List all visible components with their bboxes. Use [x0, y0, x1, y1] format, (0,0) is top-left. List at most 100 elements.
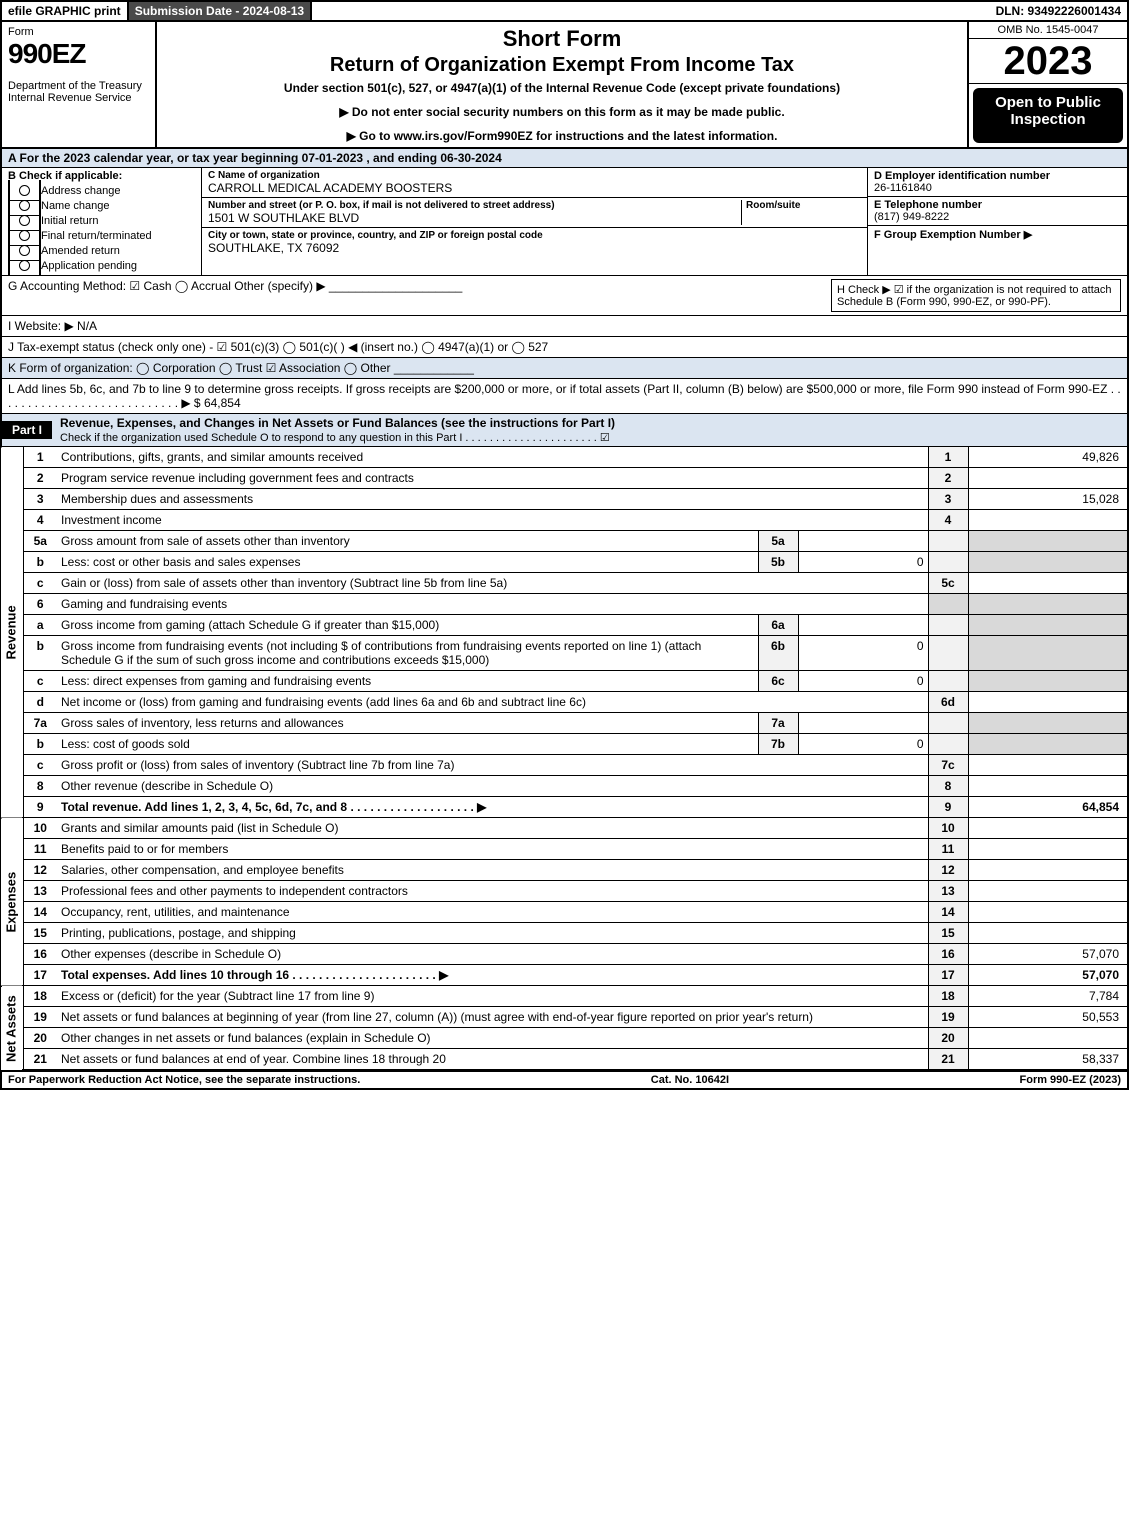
- line-description: Grants and similar amounts paid (list in…: [57, 818, 928, 839]
- form-word: Form: [8, 26, 149, 38]
- line-number: c: [23, 573, 57, 594]
- line-number: 16: [23, 944, 57, 965]
- room-label: Room/suite: [746, 200, 861, 211]
- dln-label: DLN: 93492226001434: [990, 2, 1127, 20]
- line-ref-number: [928, 594, 968, 615]
- line-number: 18: [23, 986, 57, 1007]
- line-amount: [968, 776, 1128, 797]
- line-amount: [968, 615, 1128, 636]
- line-number: 17: [23, 965, 57, 986]
- top-bar: efile GRAPHIC print Submission Date - 20…: [0, 0, 1129, 22]
- ssn-warning: ▶ Do not enter social security numbers o…: [165, 105, 959, 119]
- table-row: bLess: cost or other basis and sales exp…: [1, 552, 1128, 573]
- chk-application-pending[interactable]: Application pending: [8, 258, 195, 272]
- ein-value: 26-1161840: [874, 182, 1121, 194]
- line-number: c: [23, 755, 57, 776]
- line-amount: [968, 594, 1128, 615]
- line-ref-number: [928, 552, 968, 573]
- sub-line-label: 6a: [758, 615, 798, 636]
- line-ref-number: 11: [928, 839, 968, 860]
- line-ref-number: 12: [928, 860, 968, 881]
- goto-link[interactable]: ▶ Go to www.irs.gov/Form990EZ for instru…: [165, 129, 959, 143]
- line-description: Occupancy, rent, utilities, and maintena…: [57, 902, 928, 923]
- line-ref-number: 8: [928, 776, 968, 797]
- line-amount: [968, 510, 1128, 531]
- sub-line-value: 0: [798, 671, 928, 692]
- line-number: b: [23, 734, 57, 755]
- org-name: CARROLL MEDICAL ACADEMY BOOSTERS: [208, 181, 861, 195]
- line-description: Investment income: [57, 510, 928, 531]
- efile-label[interactable]: efile GRAPHIC print: [2, 2, 129, 20]
- line-description: Contributions, gifts, grants, and simila…: [57, 447, 928, 468]
- box-b: B Check if applicable: Address change Na…: [2, 168, 202, 275]
- title-short-form: Short Form: [165, 26, 959, 52]
- line-ref-number: 7c: [928, 755, 968, 776]
- line-g: G Accounting Method: ☑ Cash ◯ Accrual Ot…: [8, 279, 462, 293]
- line-number: 19: [23, 1007, 57, 1028]
- table-row: 9Total revenue. Add lines 1, 2, 3, 4, 5c…: [1, 797, 1128, 818]
- line-description: Gaming and fundraising events: [57, 594, 928, 615]
- line-h: H Check ▶ ☑ if the organization is not r…: [831, 279, 1121, 312]
- sub-line-label: 7b: [758, 734, 798, 755]
- line-ref-number: [928, 734, 968, 755]
- line-ref-number: [928, 615, 968, 636]
- spacer: [312, 2, 989, 20]
- line-number: 5a: [23, 531, 57, 552]
- table-row: 14Occupancy, rent, utilities, and mainte…: [1, 902, 1128, 923]
- section-label: Expenses: [1, 818, 23, 986]
- table-row: cLess: direct expenses from gaming and f…: [1, 671, 1128, 692]
- section-label: Net Assets: [1, 986, 23, 1070]
- table-row: bGross income from fundraising events (n…: [1, 636, 1128, 671]
- line-description: Total expenses. Add lines 10 through 16 …: [57, 965, 928, 986]
- sub-line-label: 6b: [758, 636, 798, 671]
- sub-line-value: 0: [798, 734, 928, 755]
- line-description: Salaries, other compensation, and employ…: [57, 860, 928, 881]
- table-row: 21Net assets or fund balances at end of …: [1, 1049, 1128, 1071]
- open-to-public-badge: Open to Public Inspection: [973, 88, 1123, 143]
- line-amount: [968, 734, 1128, 755]
- line-amount: [968, 755, 1128, 776]
- line-amount: [968, 692, 1128, 713]
- revenue-table: Revenue1Contributions, gifts, grants, an…: [0, 447, 1129, 818]
- header-left: Form 990EZ Department of the Treasury In…: [2, 22, 157, 147]
- part-1-header: Part I Revenue, Expenses, and Changes in…: [0, 414, 1129, 447]
- line-number: 15: [23, 923, 57, 944]
- line-ref-number: 2: [928, 468, 968, 489]
- line-amount: [968, 923, 1128, 944]
- line-number: 8: [23, 776, 57, 797]
- table-row: 19Net assets or fund balances at beginni…: [1, 1007, 1128, 1028]
- line-description: Membership dues and assessments: [57, 489, 928, 510]
- line-amount: [968, 671, 1128, 692]
- table-row: 13Professional fees and other payments t…: [1, 881, 1128, 902]
- line-ref-number: 13: [928, 881, 968, 902]
- line-description: Other revenue (describe in Schedule O): [57, 776, 928, 797]
- title-return: Return of Organization Exempt From Incom…: [165, 54, 959, 77]
- line-ref-number: 5c: [928, 573, 968, 594]
- line-description: Net assets or fund balances at beginning…: [57, 1007, 928, 1028]
- line-ref-number: [928, 671, 968, 692]
- line-number: b: [23, 552, 57, 573]
- line-number: d: [23, 692, 57, 713]
- line-description: Professional fees and other payments to …: [57, 881, 928, 902]
- line-amount: 64,854: [968, 797, 1128, 818]
- phone-label: E Telephone number: [874, 199, 1121, 211]
- line-g-h: H Check ▶ ☑ if the organization is not r…: [0, 276, 1129, 316]
- line-ref-number: [928, 531, 968, 552]
- line-description: Less: cost or other basis and sales expe…: [57, 552, 758, 573]
- ein-label: D Employer identification number: [874, 170, 1121, 182]
- expenses-table: Expenses10Grants and similar amounts pai…: [0, 818, 1129, 986]
- footer-left: For Paperwork Reduction Act Notice, see …: [8, 1074, 360, 1086]
- header-right: OMB No. 1545-0047 2023 Open to Public In…: [967, 22, 1127, 147]
- line-description: Gross amount from sale of assets other t…: [57, 531, 758, 552]
- city-label: City or town, state or province, country…: [208, 230, 861, 241]
- sub-line-label: 7a: [758, 713, 798, 734]
- table-row: cGain or (loss) from sale of assets othe…: [1, 573, 1128, 594]
- line-amount: [968, 713, 1128, 734]
- part-1-label: Part I: [2, 421, 52, 439]
- submission-date: Submission Date - 2024-08-13: [129, 2, 312, 20]
- line-description: Total revenue. Add lines 1, 2, 3, 4, 5c,…: [57, 797, 928, 818]
- line-amount: [968, 573, 1128, 594]
- line-description: Printing, publications, postage, and shi…: [57, 923, 928, 944]
- line-number: 20: [23, 1028, 57, 1049]
- line-number: 21: [23, 1049, 57, 1071]
